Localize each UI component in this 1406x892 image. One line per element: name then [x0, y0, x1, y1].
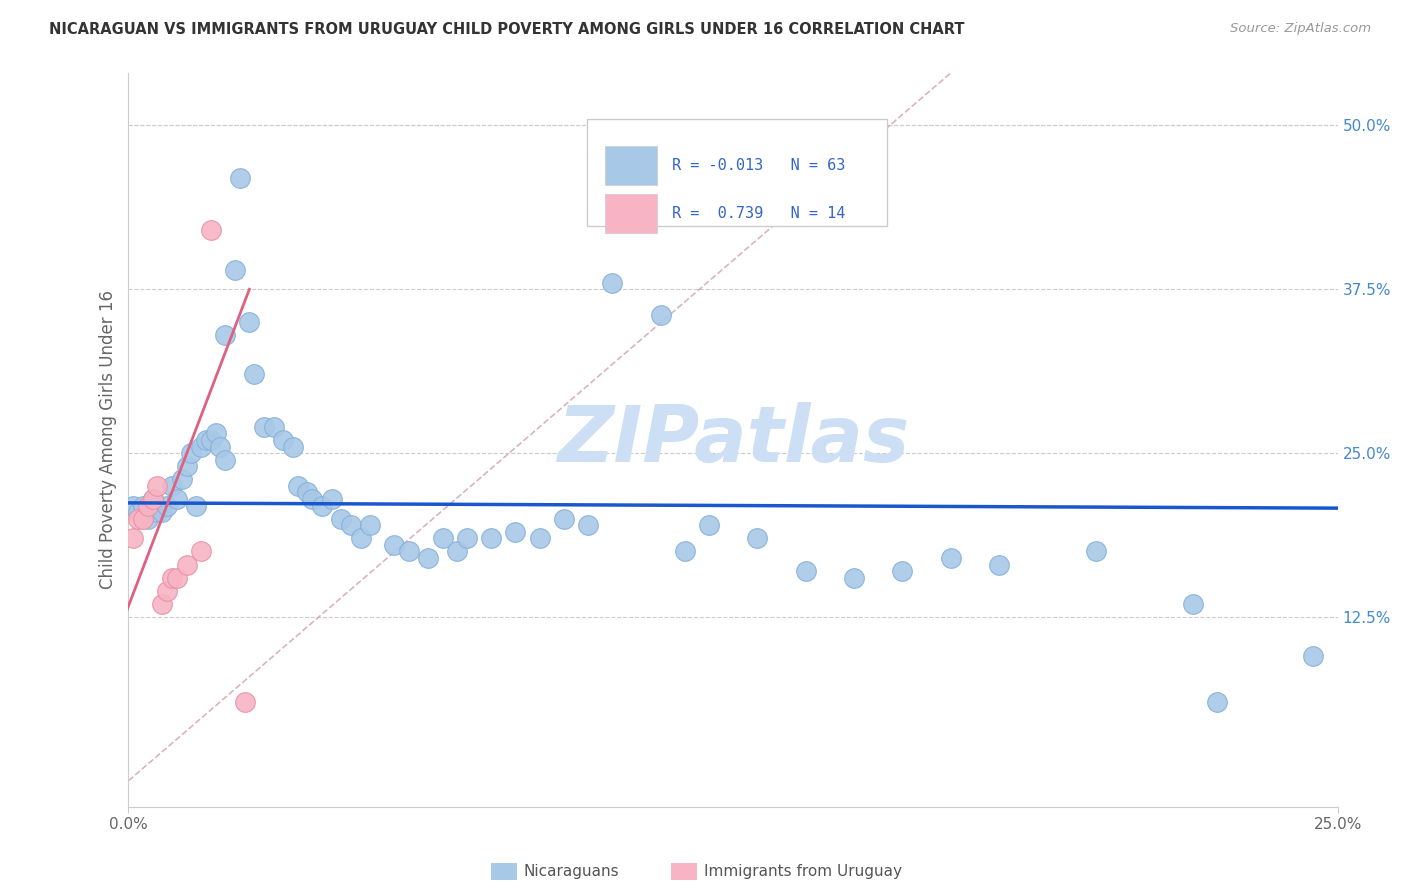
Point [156, 499, 179, 513]
Point [160, 571, 183, 585]
Text: Immigrants from Uruguay: Immigrants from Uruguay [704, 864, 901, 879]
Point [340, 518, 363, 533]
Point [170, 472, 193, 486]
Point [263, 420, 285, 434]
Point [576, 518, 599, 533]
Point [146, 479, 169, 493]
Point [330, 511, 353, 525]
Text: Nicaraguans: Nicaraguans [524, 864, 620, 879]
Point [214, 452, 236, 467]
Point [432, 531, 454, 545]
Point [271, 433, 294, 447]
Point [233, 695, 256, 709]
Point [446, 544, 468, 558]
Point [180, 446, 202, 460]
Point [136, 511, 159, 525]
Point [150, 597, 173, 611]
Y-axis label: Child Poverty Among Girls Under 16: Child Poverty Among Girls Under 16 [100, 291, 117, 590]
Point [939, 551, 962, 566]
Point [122, 499, 145, 513]
Point [176, 459, 198, 474]
Point [600, 276, 623, 290]
Point [132, 499, 155, 513]
Point [349, 531, 371, 545]
Point [238, 315, 260, 329]
Point [146, 505, 169, 519]
Point [891, 564, 914, 578]
Point [479, 531, 502, 545]
Point [1205, 695, 1227, 709]
Point [142, 491, 165, 506]
Point [553, 511, 575, 525]
Point [794, 564, 817, 578]
Text: NICARAGUAN VS IMMIGRANTS FROM URUGUAY CHILD POVERTY AMONG GIRLS UNDER 16 CORRELA: NICARAGUAN VS IMMIGRANTS FROM URUGUAY CH… [49, 22, 965, 37]
Point [287, 479, 309, 493]
Point [190, 440, 212, 454]
Point [132, 511, 155, 525]
Point [842, 571, 865, 585]
Point [747, 531, 769, 545]
Point [160, 479, 183, 493]
Point [200, 433, 222, 447]
Point [384, 538, 406, 552]
Point [456, 531, 478, 545]
Point [281, 440, 304, 454]
Text: R =  0.739   N = 14: R = 0.739 N = 14 [672, 206, 845, 221]
Point [204, 426, 226, 441]
Point [166, 571, 188, 585]
Point [988, 558, 1011, 572]
Point [136, 499, 159, 513]
Point [311, 499, 333, 513]
Point [224, 262, 246, 277]
Point [297, 485, 319, 500]
Point [505, 524, 527, 539]
Point [194, 433, 217, 447]
Point [418, 551, 440, 566]
Point [166, 491, 188, 506]
Point [1084, 544, 1107, 558]
Point [253, 420, 276, 434]
Point [127, 505, 149, 519]
Point [359, 518, 381, 533]
Point [228, 170, 250, 185]
Point [1181, 597, 1204, 611]
Point [190, 544, 212, 558]
Point [214, 328, 236, 343]
Point [301, 491, 323, 506]
Text: R = -0.013   N = 63: R = -0.013 N = 63 [672, 158, 845, 172]
Point [243, 368, 266, 382]
Point [321, 491, 343, 506]
Text: Source: ZipAtlas.com: Source: ZipAtlas.com [1230, 22, 1371, 36]
Point [127, 511, 149, 525]
Text: ZIPatlas: ZIPatlas [557, 402, 910, 478]
Point [122, 531, 145, 545]
Point [697, 518, 720, 533]
Point [186, 499, 208, 513]
Point [529, 531, 551, 545]
Point [209, 440, 232, 454]
Point [1302, 649, 1324, 664]
Point [650, 309, 672, 323]
Point [398, 544, 420, 558]
Point [142, 491, 165, 506]
Point [176, 558, 198, 572]
Point [156, 583, 179, 598]
Point [200, 223, 222, 237]
Point [150, 505, 173, 519]
Point [673, 544, 696, 558]
